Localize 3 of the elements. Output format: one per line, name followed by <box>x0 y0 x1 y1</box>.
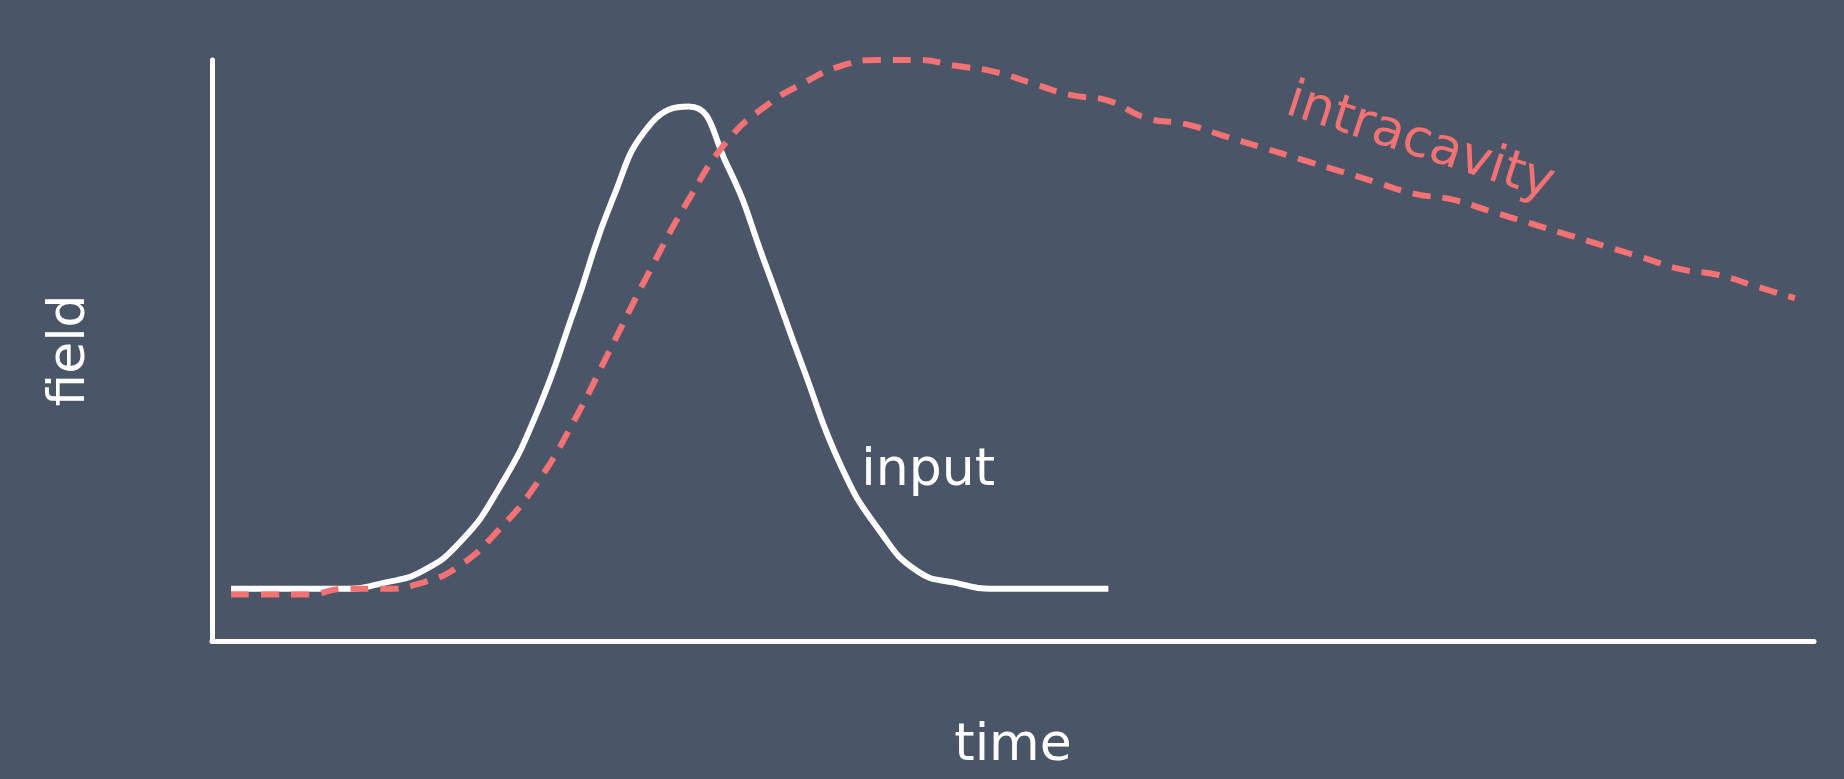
x-axis-title: time <box>954 712 1072 772</box>
y-axis-title: field <box>36 294 96 407</box>
series-label: input <box>861 436 996 497</box>
